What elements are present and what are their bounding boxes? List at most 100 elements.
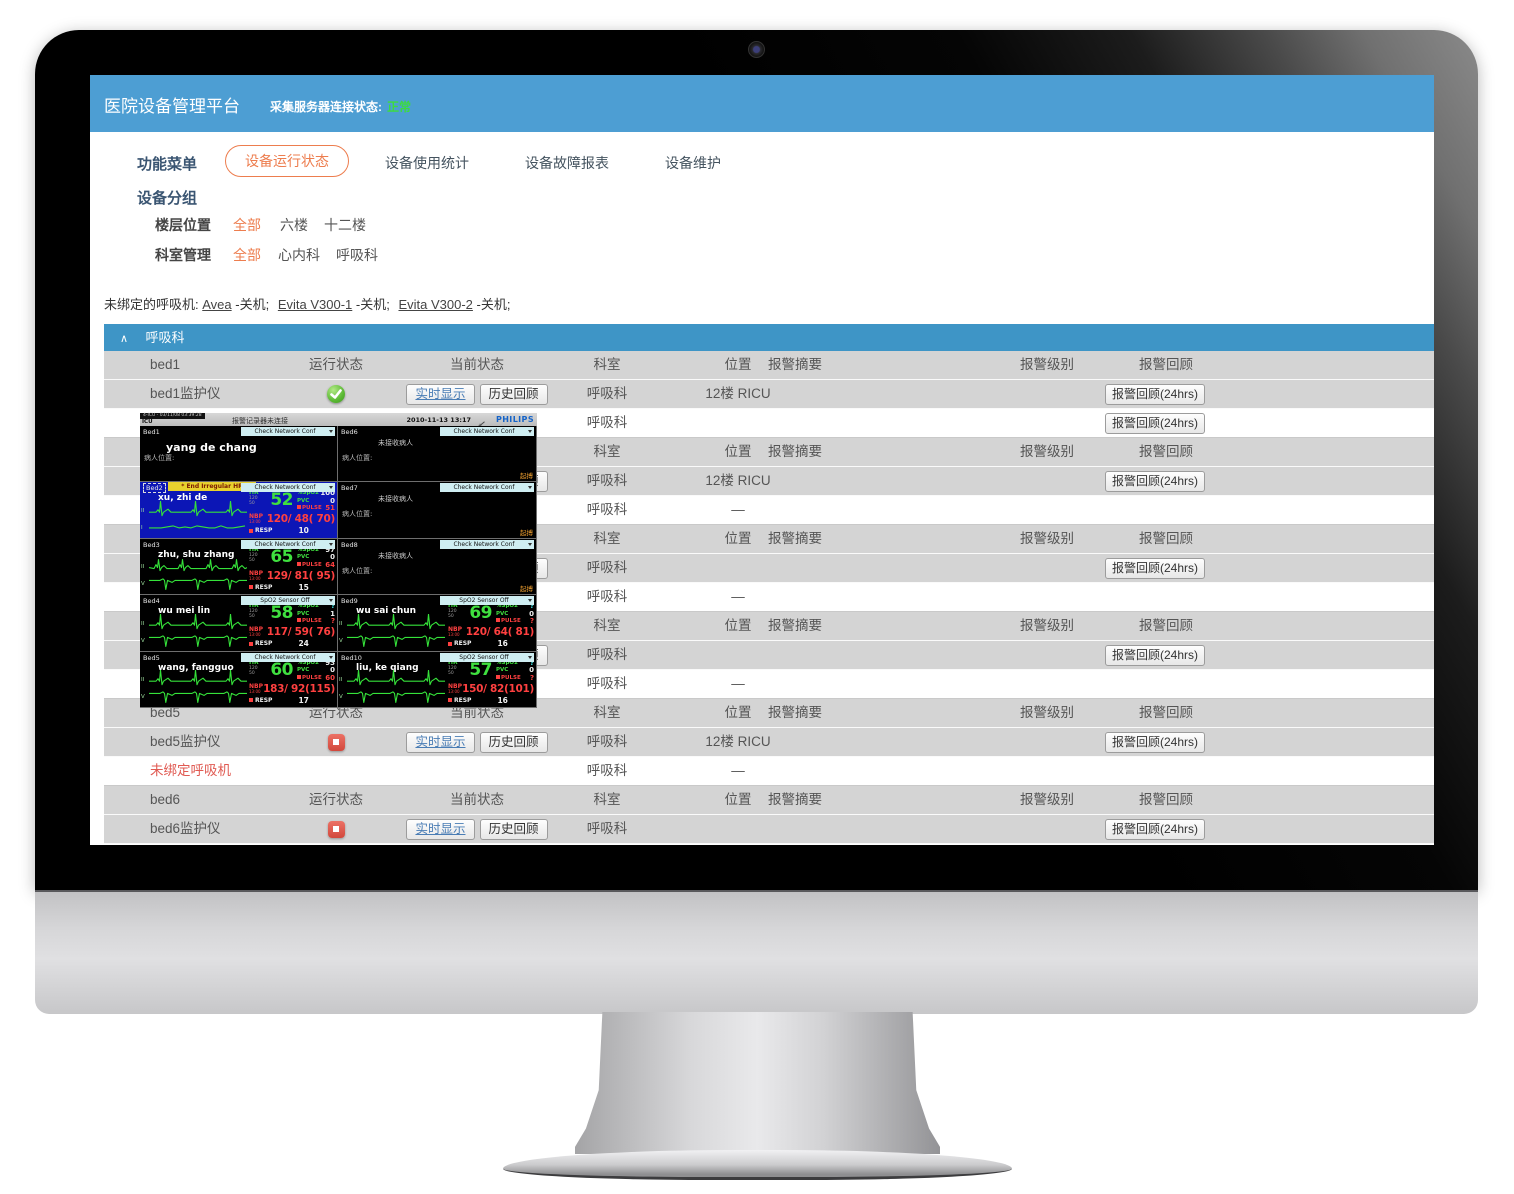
monitor-alert-text: 报警记录器未连接 — [232, 417, 288, 425]
tab-device-run-status[interactable]: 设备运行状态 — [225, 145, 349, 177]
ecg-wave-row: II — [141, 559, 251, 576]
monitor-unit-label: ICU — [142, 419, 153, 425]
hr-block: HR 120 50 52 %SpO2 100 PVC 0 PULSE 51 — [249, 490, 335, 512]
bed-config-button[interactable]: Check Network Conf — [440, 483, 534, 493]
alarm-review-24h-button[interactable]: 报警回顾(24hrs) — [1104, 470, 1205, 492]
bed-config-button[interactable]: Check Network Conf — [241, 652, 335, 662]
filter-option-floor-all[interactable]: 全部 — [233, 217, 261, 233]
column-header-dept: 科室 — [593, 705, 621, 720]
pulse-value: 51 — [325, 504, 335, 513]
nbp-label: NBP — [249, 513, 263, 521]
ecg-wave-row: V — [339, 689, 449, 706]
column-header-alarm_level: 报警级别 — [1020, 618, 1074, 633]
alarm-review-24h-button[interactable]: 报警回顾(24hrs) — [1104, 644, 1205, 666]
tab-device-usage-stats[interactable]: 设备使用统计 — [385, 155, 469, 171]
ecg-wave-row: II — [141, 669, 251, 689]
bed-config-button[interactable]: Check Network Conf — [440, 427, 534, 436]
history-review-button[interactable]: 历史回顾 — [479, 818, 548, 840]
pvc-label: PVC — [297, 554, 310, 561]
resp-label: RESP — [255, 640, 273, 648]
hr-label: HR — [448, 602, 458, 610]
hr-high-limit: 120 — [249, 496, 258, 502]
nbp-time: 13:00 — [249, 688, 261, 694]
column-header-run: 运行状态 — [309, 705, 363, 720]
pulse-row: PULSE? — [496, 618, 534, 625]
realtime-display-button[interactable]: 实时显示 — [406, 731, 475, 753]
bed-config-button-label: Check Network Conf — [453, 428, 515, 435]
ventilator-link-evita2[interactable]: Evita V300-2 — [398, 297, 473, 312]
column-header-alarm_review: 报警回顾 — [1139, 705, 1193, 720]
table-group-header-row: bed6 运行状态 当前状态 科室 位置 报警摘要 报警级别 报警回顾 — [104, 786, 1434, 815]
hr-value: 52 — [270, 490, 293, 511]
dept-value: 呼吸科 — [586, 415, 628, 430]
history-review-button[interactable]: 历史回顾 — [479, 383, 548, 405]
bed-id: Bed10 — [341, 653, 362, 662]
realtime-display-button[interactable]: 实时显示 — [406, 818, 475, 840]
location-value: — — [731, 589, 745, 604]
alarm-review-24h-button[interactable]: 报警回顾(24hrs) — [1104, 383, 1205, 405]
ventilator-link-evita1[interactable]: Evita V300-1 — [277, 297, 353, 312]
column-header-current: 当前状态 — [450, 357, 504, 372]
collapse-icon[interactable]: ∧ — [120, 333, 129, 345]
bed-config-button[interactable]: SpO2 Sensor Off — [440, 596, 534, 606]
column-header-dept: 科室 — [593, 357, 621, 372]
bed-config-button[interactable]: Check Network Conf — [241, 427, 335, 436]
stopped-status-icon — [327, 820, 345, 838]
spo2-row: %SpO2? — [297, 603, 335, 610]
tab-device-maintenance[interactable]: 设备维护 — [665, 155, 721, 171]
camera-dot — [748, 41, 765, 58]
filter-option-cardiology[interactable]: 心内科 — [278, 247, 320, 263]
realtime-display-button[interactable]: 实时显示 — [406, 383, 475, 405]
bed-config-button[interactable]: SpO2 Sensor Off — [241, 596, 335, 606]
alarm-review-24h-button[interactable]: 报警回顾(24hrs) — [1104, 818, 1205, 840]
location-value — [668, 409, 808, 437]
hr-block: HR 120 50 57 %SpO2? PVC 0 PULSE? — [448, 659, 534, 682]
alarm-review-24h-button[interactable]: 报警回顾(24hrs) — [1104, 557, 1205, 579]
hr-label: HR — [249, 545, 259, 553]
hr-low-limit: 50 — [249, 557, 255, 563]
device-table: bed1 运行状态 当前状态 科室 位置 报警摘要 报警级别 报警回顾 bed1监护仪 实时显示历… — [104, 351, 1434, 844]
hr-value: 69 — [469, 603, 492, 624]
tab-device-fault-report[interactable]: 设备故障报表 — [525, 155, 609, 171]
spo2-label: %SpO2 — [496, 603, 518, 610]
alarm-review-cell: 报警回顾(24hrs) — [1075, 641, 1235, 669]
bed-config-button[interactable]: Check Network Conf — [440, 539, 534, 549]
filter-option-floor-12[interactable]: 十二楼 — [324, 217, 366, 233]
patient-name: zhu, shu zhang — [158, 549, 235, 560]
hr-value: 60 — [270, 659, 293, 680]
alarm-review-24h-button[interactable]: 报警回顾(24hrs) — [1104, 731, 1205, 753]
pvc-label: PVC — [297, 667, 310, 674]
alarm-review-24h-button[interactable]: 报警回顾(24hrs) — [1104, 412, 1205, 434]
ventilator-link-avea[interactable]: Avea — [202, 297, 232, 312]
bed-config-button[interactable]: SpO2 Sensor Off — [440, 652, 534, 662]
patient-name: wu sai chun — [356, 606, 417, 617]
column-header-alarm_review: 报警回顾 — [1139, 792, 1193, 807]
dropdown-arrow-icon — [329, 655, 333, 659]
floor-filter-row: 楼层位置 全部 六楼 十二楼 — [90, 215, 790, 235]
stopped-status-icon — [327, 733, 345, 751]
filter-option-respiratory[interactable]: 呼吸科 — [336, 247, 378, 263]
alarm-square-icon — [448, 641, 452, 646]
vitals-panel: HR 120 50 60 %SpO2 93 PVC 0 PULSE 60 NBP 13:00 183/ … — [249, 659, 335, 707]
bed-config-button[interactable]: Check Network Conf — [241, 539, 335, 549]
alarm-review-cell: 报警回顾(24hrs) — [1075, 815, 1235, 843]
pulse-label: PULSE — [297, 505, 322, 512]
ecg-trace — [149, 500, 247, 521]
stop-square-glyph — [333, 739, 339, 746]
history-review-button[interactable]: 历史回顾 — [479, 731, 548, 753]
pvc-value: 0 — [330, 553, 335, 562]
bed-config-button[interactable]: Check Network Conf — [241, 483, 335, 493]
column-header-alarm_review: 报警回顾 — [1139, 357, 1193, 372]
bed-config-button-label: SpO2 Sensor Off — [260, 597, 310, 605]
dropdown-arrow-icon — [528, 486, 532, 490]
filter-option-floor-6[interactable]: 六楼 — [280, 217, 308, 233]
pulse-label-text: PULSE — [302, 505, 322, 512]
section-bar-respiratory[interactable]: ∧ 呼吸科 — [104, 324, 1434, 351]
nbp-block: NBP 13:00 120/ 64( 81) — [448, 625, 534, 639]
ecg-wave-row: II — [141, 500, 251, 521]
filter-option-dept-all[interactable]: 全部 — [233, 247, 261, 263]
resp-block: RESP 17 — [249, 696, 335, 705]
pulse-label: PULSE — [496, 618, 521, 625]
table-group-header-row: bed1 运行状态 当前状态 科室 位置 报警摘要 报警级别 报警回顾 — [104, 351, 1434, 380]
pulse-label: PULSE — [297, 674, 322, 682]
